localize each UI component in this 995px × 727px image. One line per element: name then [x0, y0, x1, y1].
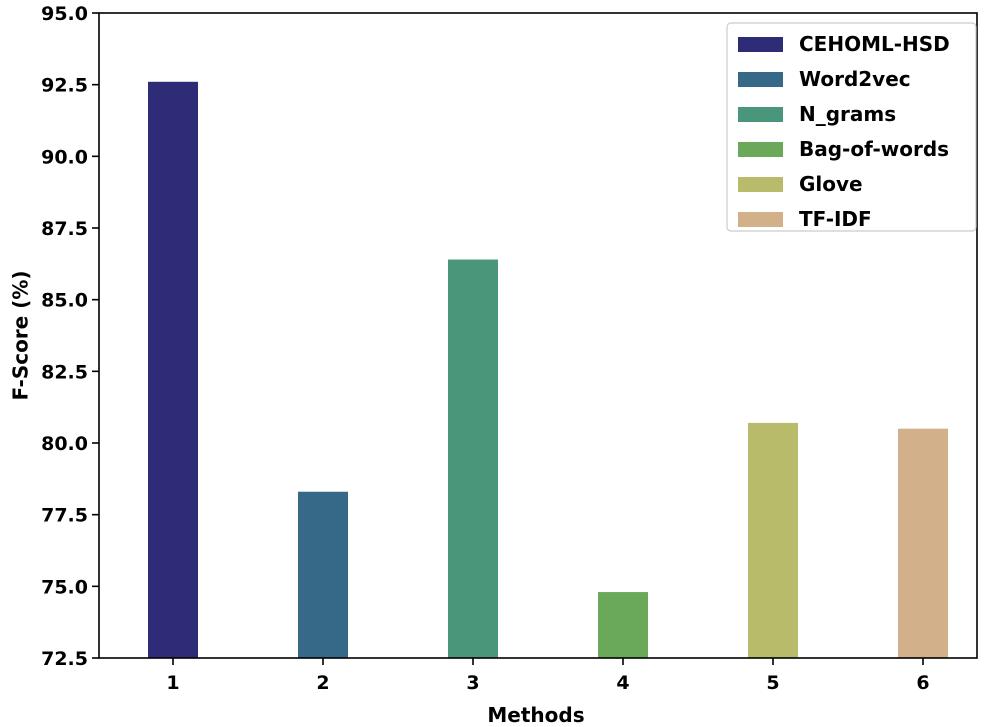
legend-label: Word2vec	[799, 67, 911, 91]
y-tick-label: 95.0	[41, 3, 88, 25]
legend: CEHOML-HSD Word2vec N_grams Bag-of-words Glo…	[726, 22, 977, 232]
bar-3	[448, 259, 498, 658]
x-axis-label: Methods	[487, 703, 584, 727]
y-tick-label: 75.0	[41, 576, 88, 598]
legend-swatch	[738, 177, 783, 192]
legend-label: CEHOML-HSD	[799, 32, 950, 56]
bar-4	[598, 592, 648, 658]
x-tick-label: 6	[916, 672, 929, 694]
y-tick-label: 87.5	[41, 218, 88, 240]
bars-group	[148, 81, 948, 659]
y-tick-label: 85.0	[41, 290, 88, 312]
plot-frame	[98, 12, 978, 659]
y-tick-label: 90.0	[41, 146, 88, 168]
legend-box	[726, 22, 977, 232]
bar-2	[298, 491, 348, 658]
legend-swatch	[738, 142, 783, 157]
legend-label: Bag-of-words	[799, 137, 949, 161]
bar-1	[148, 81, 198, 659]
y-tick-label: 82.5	[41, 361, 88, 383]
y-tick-label: 92.5	[41, 75, 88, 97]
x-tick-label: 4	[616, 672, 629, 694]
x-tick-label: 5	[766, 672, 779, 694]
bar-5	[748, 422, 798, 658]
x-tick-label: 2	[316, 672, 329, 694]
y-tick-label: 72.5	[41, 648, 88, 670]
legend-swatch	[738, 107, 783, 122]
y-axis-label: F-Score (%)	[9, 270, 33, 400]
legend-label: TF-IDF	[799, 207, 872, 231]
legend-swatch	[738, 37, 783, 52]
x-tick-label: 1	[166, 672, 179, 694]
bar-6	[898, 428, 948, 658]
legend-label: N_grams	[799, 102, 896, 126]
legend-label: Glove	[799, 172, 863, 196]
y-tick-label: 77.5	[41, 505, 88, 527]
y-axis: 72.5 75.0 77.5 80.0 82.5 85.0 87.5 90.0 92.5 95.0	[41, 3, 99, 670]
y-tick-label: 80.0	[41, 433, 88, 455]
legend-swatch	[738, 212, 783, 227]
x-tick-label: 3	[466, 672, 479, 694]
legend-swatch	[738, 72, 783, 87]
x-axis: 1 2 3 4 5 6	[166, 658, 930, 694]
